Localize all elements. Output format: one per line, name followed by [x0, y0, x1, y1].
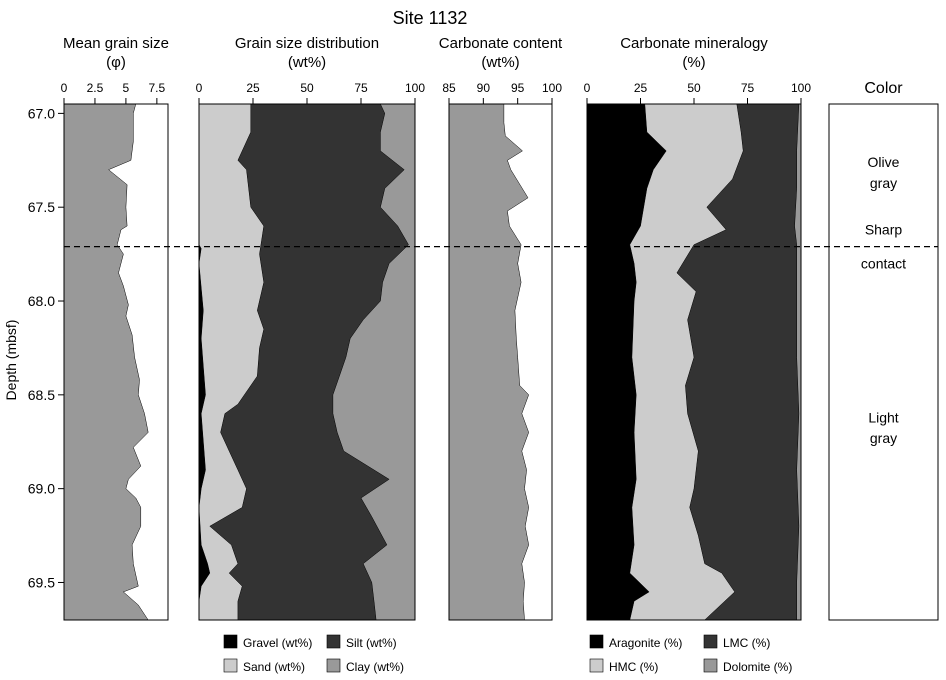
panel-title: Carbonate mineralogy — [620, 35, 768, 52]
contact-layer: Sharp contact — [64, 222, 938, 272]
legend-sand-wt-swatch — [223, 658, 238, 673]
x-tick-label: 50 — [300, 81, 314, 95]
color-label: gray — [870, 175, 897, 191]
x-tick-label: 50 — [687, 81, 701, 95]
series-areas — [64, 104, 149, 620]
legend-lmc-label: LMC (%) — [723, 636, 770, 650]
y-tick-label: 67.0 — [28, 105, 55, 121]
legend-gravel-wt-label: Gravel (wt%) — [243, 636, 312, 650]
series-mean-grain-size — [64, 104, 149, 620]
x-tick-label: 90 — [477, 81, 491, 95]
x-tick-label: 0 — [584, 81, 591, 95]
series-areas — [199, 104, 415, 620]
legend-aragonite-label: Aragonite (%) — [609, 636, 682, 650]
x-tick-label: 0 — [61, 81, 68, 95]
panels-layer: Mean grain size (φ) 0 2.5 5 7.5 67.0 67.5 68.0 68… — [28, 35, 811, 621]
panel-carbonate: Carbonate content (wt%) 85 90 95 100 — [439, 35, 563, 621]
panel-grain_size: Mean grain size (φ) 0 2.5 5 7.5 67.0 67.5 68.0 68… — [28, 35, 169, 621]
legend-dolomite-swatch — [703, 658, 718, 673]
legend-clay-wt-label: Clay (wt%) — [346, 660, 404, 674]
panel-units: (%) — [682, 54, 705, 71]
y-tick-label: 68.5 — [28, 387, 55, 403]
legend-lmc-swatch — [703, 634, 718, 649]
legend-clay-wt-swatch — [326, 658, 341, 673]
panel-title: Mean grain size — [63, 35, 169, 52]
y-tick-label: 69.5 — [28, 574, 55, 590]
legend-silt-wt-label: Silt (wt%) — [346, 636, 397, 650]
legend-hmc-swatch — [589, 658, 604, 673]
panel-frame — [448, 103, 553, 621]
x-tick-label: 85 — [442, 81, 456, 95]
y-tick-label: 68.0 — [28, 293, 55, 309]
x-tick-label: 100 — [542, 81, 562, 95]
color-column: Color Olive gray Light gray — [828, 80, 939, 621]
series-areas — [449, 104, 529, 620]
legend-hmc-label: HMC (%) — [609, 660, 658, 674]
x-tick-label: 25 — [634, 81, 648, 95]
legend-sand-wt-label: Sand (wt%) — [243, 660, 305, 674]
legend-silt-wt-swatch — [326, 634, 341, 649]
panel-title: Grain size distribution — [235, 35, 379, 52]
x-tick-label: 0 — [196, 81, 203, 95]
legend-aragonite-swatch — [589, 634, 604, 649]
contact-label-bottom: contact — [861, 256, 906, 272]
legend-gravel-wt-swatch — [223, 634, 238, 649]
panel-grain_dist: Grain size distribution (wt%) 0 25 50 75 100 — [196, 35, 425, 621]
x-tick-label: 7.5 — [149, 81, 166, 95]
y-tick-label: 67.5 — [28, 199, 55, 215]
series-aragonite — [587, 104, 667, 620]
panel-units: (φ) — [106, 54, 126, 71]
panel-frame — [63, 103, 169, 621]
x-tick-label: 75 — [741, 81, 755, 95]
legend-layer: Gravel (wt%) Silt (wt%) Sand (wt%) Clay (wt… — [223, 634, 792, 674]
chart-title: Site 1132 — [393, 8, 468, 28]
panel-units: (wt%) — [481, 54, 519, 71]
color-label: gray — [870, 430, 897, 446]
x-tick-label: 95 — [511, 81, 525, 95]
x-tick-label: 2.5 — [87, 81, 104, 95]
color-label: Olive — [868, 154, 900, 170]
series-carbonate-content — [449, 104, 529, 620]
color-column-title: Color — [864, 80, 903, 97]
color-label: Light — [868, 409, 898, 425]
color-column-frame — [828, 103, 939, 621]
panel-units: (wt%) — [288, 54, 326, 71]
y-axis-label: Depth (mbsf) — [3, 320, 19, 401]
legend-dolomite-label: Dolomite (%) — [723, 660, 792, 674]
x-tick-label: 5 — [123, 81, 130, 95]
series-sand-wt — [199, 104, 265, 620]
series-areas — [587, 104, 801, 620]
x-tick-label: 100 — [791, 81, 811, 95]
x-tick-label: 100 — [405, 81, 425, 95]
contact-label-top: Sharp — [865, 222, 903, 238]
panel-mineralogy: Carbonate mineralogy (%) 0 25 50 75 100 — [584, 35, 811, 621]
y-tick-label: 69.0 — [28, 481, 55, 497]
x-tick-label: 25 — [246, 81, 260, 95]
x-tick-label: 75 — [354, 81, 368, 95]
panel-title: Carbonate content — [439, 35, 563, 52]
